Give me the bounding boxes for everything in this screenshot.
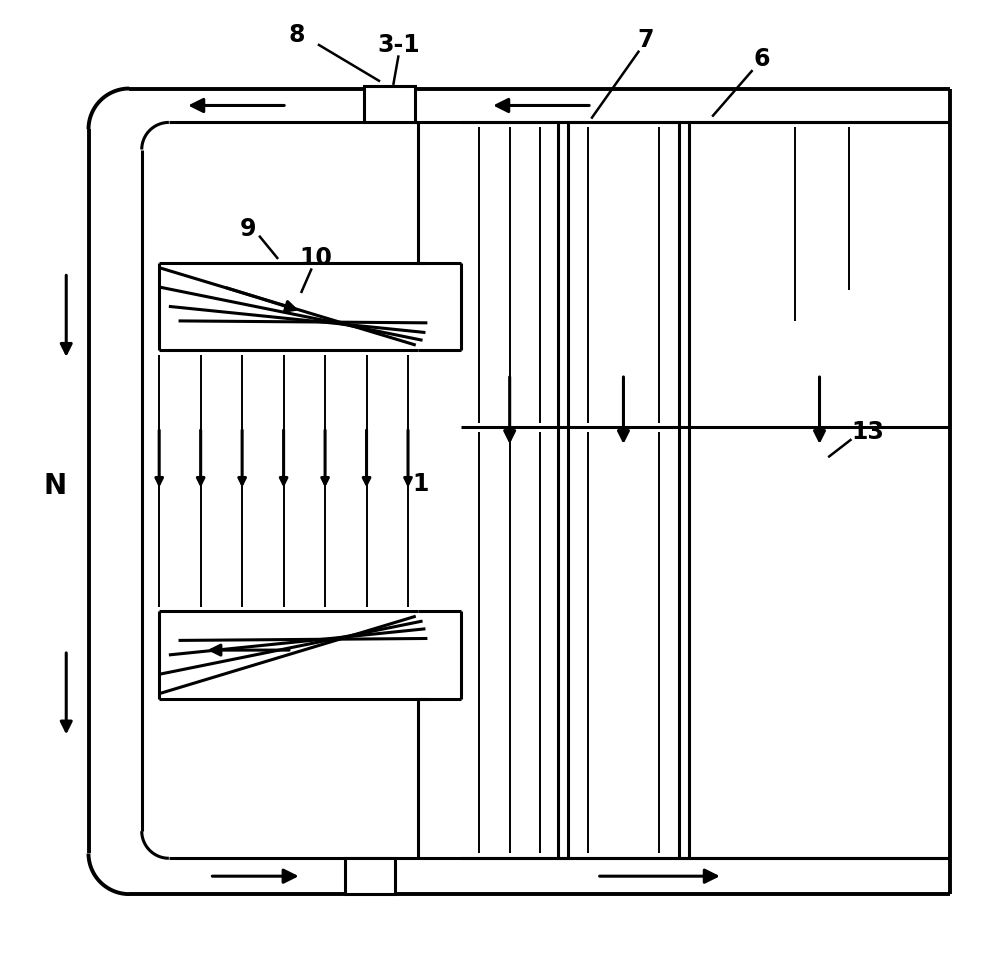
Text: 3-1: 3-1 [377, 33, 420, 57]
Text: 9: 9 [240, 217, 257, 241]
Bar [345, 858, 395, 894]
Text: 6: 6 [753, 48, 770, 72]
Text: 8: 8 [288, 23, 305, 48]
Text: 13: 13 [851, 420, 884, 445]
Text: 7: 7 [637, 28, 653, 52]
Text: N: N [43, 472, 66, 499]
Text: 1: 1 [412, 472, 429, 495]
Bar [364, 85, 415, 122]
Text: 10: 10 [300, 246, 332, 270]
